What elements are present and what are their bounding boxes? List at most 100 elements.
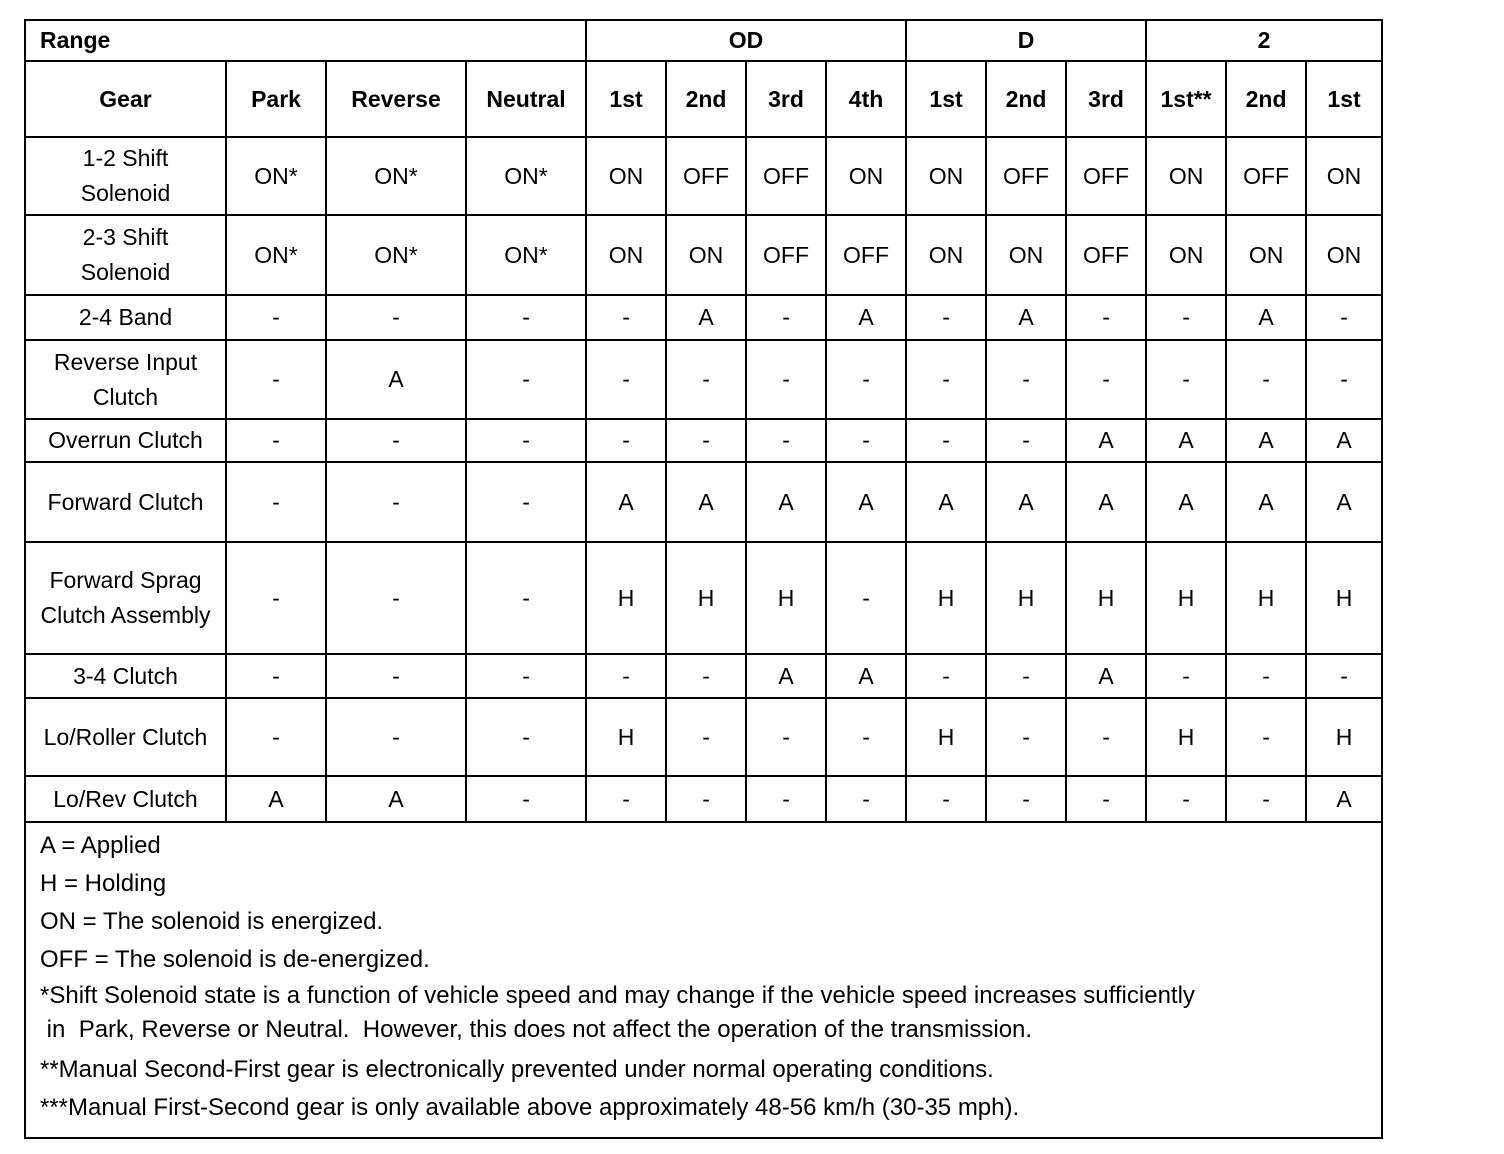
range-od: OD [585, 21, 908, 62]
row-label: Lo/Rev Clutch [26, 775, 227, 823]
note-line: OFF = The solenoid is de-energized. [40, 946, 430, 973]
table-cell: ON [665, 214, 748, 296]
row-label: 1-2 Shift Solenoid [26, 137, 227, 216]
table-cell: - [225, 339, 327, 420]
table-cell: - [1225, 775, 1308, 823]
gear-header: 1st [905, 60, 988, 138]
table-row: Lo/Rev Clutch A A - - - - - - - - - - A [26, 775, 1381, 823]
table-cell: H [585, 697, 668, 777]
table-cell: A [985, 461, 1068, 543]
table-cell: - [1305, 294, 1381, 341]
table-cell: A [745, 653, 828, 699]
table-cell: - [225, 697, 327, 777]
table-cell: A [325, 339, 467, 420]
table-cell: OFF [985, 137, 1068, 216]
table-cell: - [905, 418, 988, 463]
table-cell: - [464, 653, 588, 699]
table-cell: H [905, 541, 988, 655]
table-cell: A [665, 294, 748, 341]
note-line: ON = The solenoid is energized. [40, 908, 384, 935]
gear-header: 1st [585, 60, 668, 138]
range-label: Range [26, 21, 588, 62]
table-cell: H [585, 541, 668, 655]
note-line: **Manual Second-First gear is electronic… [40, 1056, 994, 1083]
note-line: H = Holding [40, 870, 167, 897]
row-label: Forward Clutch [26, 461, 227, 543]
gear-header: 4th [825, 60, 908, 138]
table-cell: A [985, 294, 1068, 341]
table-cell: - [985, 697, 1068, 777]
table-cell: - [665, 697, 748, 777]
table-cell: A [825, 461, 908, 543]
gear-header: 2nd [665, 60, 748, 138]
gear-header: 3rd [1065, 60, 1148, 138]
table-cell: A [1145, 418, 1228, 463]
table-cell: - [1145, 653, 1228, 699]
table-cell: - [905, 294, 988, 341]
table-cell: - [1305, 653, 1381, 699]
table-cell: A [1305, 461, 1381, 543]
table-cell: - [1305, 339, 1381, 420]
table-cell: - [1225, 653, 1308, 699]
table-cell: - [1145, 339, 1228, 420]
table-cell: - [464, 775, 588, 823]
gear-header: Reverse [325, 60, 467, 138]
table-cell: - [1225, 697, 1308, 777]
clutch-application-table: Range OD D 2 Gear Park Reverse Neutral 1st 2nd… [26, 21, 1381, 823]
table-row: 1-2 Shift Solenoid ON* ON* ON* ON OFF OFF ON ON O… [26, 137, 1381, 216]
table-cell: OFF [745, 137, 828, 216]
gear-header-row: Gear Park Reverse Neutral 1st 2nd 3rd 4th 1st 2n… [26, 60, 1381, 138]
row-label: Lo/Roller Clutch [26, 697, 227, 777]
table-cell: - [905, 653, 988, 699]
table-row: Lo/Roller Clutch - - - H - - - H - - H - H [26, 697, 1381, 777]
table-cell: OFF [665, 137, 748, 216]
row-label: Overrun Clutch [26, 418, 227, 463]
gear-header: 2nd [985, 60, 1068, 138]
note-line: A = Applied [40, 832, 161, 859]
note-line: *Shift Solenoid state is a function of v… [40, 982, 1195, 1043]
table-cell: ON* [325, 214, 467, 296]
row-label: 3-4 Clutch [26, 653, 227, 699]
table-cell: A [325, 775, 467, 823]
table-cell: ON [905, 214, 988, 296]
range-d: D [905, 21, 1148, 62]
table-cell: H [1305, 697, 1381, 777]
table-cell: - [325, 697, 467, 777]
table-cell: - [665, 775, 748, 823]
table-cell: OFF [1225, 137, 1308, 216]
row-label: Forward Sprag Clutch Assembly [26, 541, 227, 655]
table-cell: A [745, 461, 828, 543]
gear-header: 1st [1305, 60, 1381, 138]
table-cell: OFF [745, 214, 828, 296]
table-cell: - [1145, 294, 1228, 341]
table-cell: - [985, 418, 1068, 463]
table-cell: - [905, 339, 988, 420]
table-cell: - [825, 418, 908, 463]
shift-solenoid-table: Range OD D 2 Gear Park Reverse Neutral 1st 2nd… [24, 19, 1383, 1139]
table-cell: ON [905, 137, 988, 216]
table-cell: A [1225, 418, 1308, 463]
table-cell: ON* [225, 137, 327, 216]
table-cell: - [464, 461, 588, 543]
table-cell: A [1305, 775, 1381, 823]
table-cell: - [745, 697, 828, 777]
table-cell: - [745, 339, 828, 420]
table-cell: A [1225, 461, 1308, 543]
gear-header: 2nd [1225, 60, 1308, 138]
table-cell: ON [1225, 214, 1308, 296]
table-cell: ON [585, 214, 668, 296]
table-cell: ON* [464, 137, 588, 216]
range-header-row: Range OD D 2 [26, 21, 1381, 62]
table-cell: A [1065, 461, 1148, 543]
table-cell: - [464, 294, 588, 341]
table-cell: H [1065, 541, 1148, 655]
table-cell: ON [825, 137, 908, 216]
table-cell: H [745, 541, 828, 655]
table-cell: ON [585, 137, 668, 216]
legend-notes: A = Applied H = Holding ON = The solenoid … [26, 823, 1381, 1137]
table-cell: A [1065, 653, 1148, 699]
table-cell: H [1225, 541, 1308, 655]
table-cell: ON [1145, 137, 1228, 216]
table-cell: - [825, 541, 908, 655]
table-cell: H [1145, 541, 1228, 655]
